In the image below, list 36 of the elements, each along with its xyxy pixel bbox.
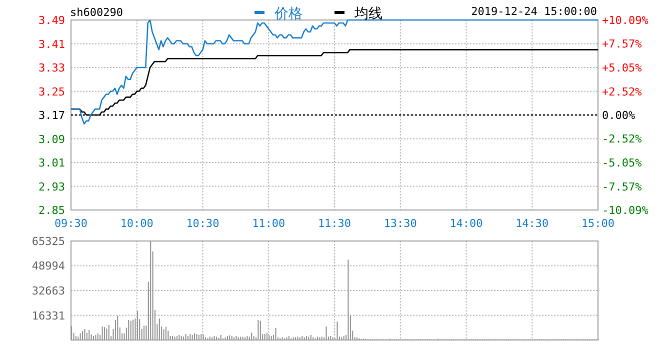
x-tick-label: 14:30 <box>516 217 549 230</box>
x-tick-label: 09:30 <box>54 217 88 230</box>
text: 2019-12-24 15:00:00 <box>471 5 597 18</box>
y-tick-label: 16331 <box>32 309 65 322</box>
x-tick-label: 15:00 <box>581 217 615 230</box>
y-tick-label: 65325 <box>32 235 65 248</box>
x-tick-label: 13:30 <box>384 217 417 230</box>
y2-tick-label: -7.57% <box>602 180 642 194</box>
legend-label: 均线 <box>354 6 382 22</box>
y-tick-label: 2.93 <box>38 180 65 194</box>
y-tick-label: 2.85 <box>38 204 65 217</box>
y2-tick-label: 0.00% <box>602 109 636 122</box>
y-tick-label: 3.17 <box>38 109 65 122</box>
line-series <box>70 19 599 125</box>
y-tick-label: 3.49 <box>38 14 65 27</box>
y2-tick-label: +2.52% <box>602 85 642 98</box>
y2-tick-label: +10.09% <box>602 14 649 27</box>
x-tick-label: 10:30 <box>186 217 220 230</box>
x-tick-label: 14:00 <box>450 217 483 230</box>
y-tick-label: 3.25 <box>38 85 65 98</box>
chart-title: sh600290 <box>70 6 123 19</box>
x-tick-label: 11:00 <box>252 217 286 230</box>
x-tick-label: 10:00 <box>120 217 154 230</box>
y2-tick-label: +5.05% <box>602 61 642 74</box>
y2-tick-label: -5.05% <box>602 156 642 170</box>
legend-label: 价格 <box>274 6 302 22</box>
y-tick-label: 3.33 <box>38 62 65 74</box>
y-tick-label: 32663 <box>32 284 65 298</box>
x-tick-label: 11:30 <box>318 217 352 230</box>
y2-tick-label: -2.52% <box>602 132 642 146</box>
y-tick-label: 3.01 <box>38 156 65 170</box>
y-tick-label: 3.09 <box>38 132 65 146</box>
y-tick-label: 48994 <box>32 260 66 273</box>
y-tick-label: 3.41 <box>38 38 65 51</box>
y2-tick-label: -10.09% <box>602 204 649 217</box>
y2-tick-label: +7.57% <box>602 38 642 51</box>
